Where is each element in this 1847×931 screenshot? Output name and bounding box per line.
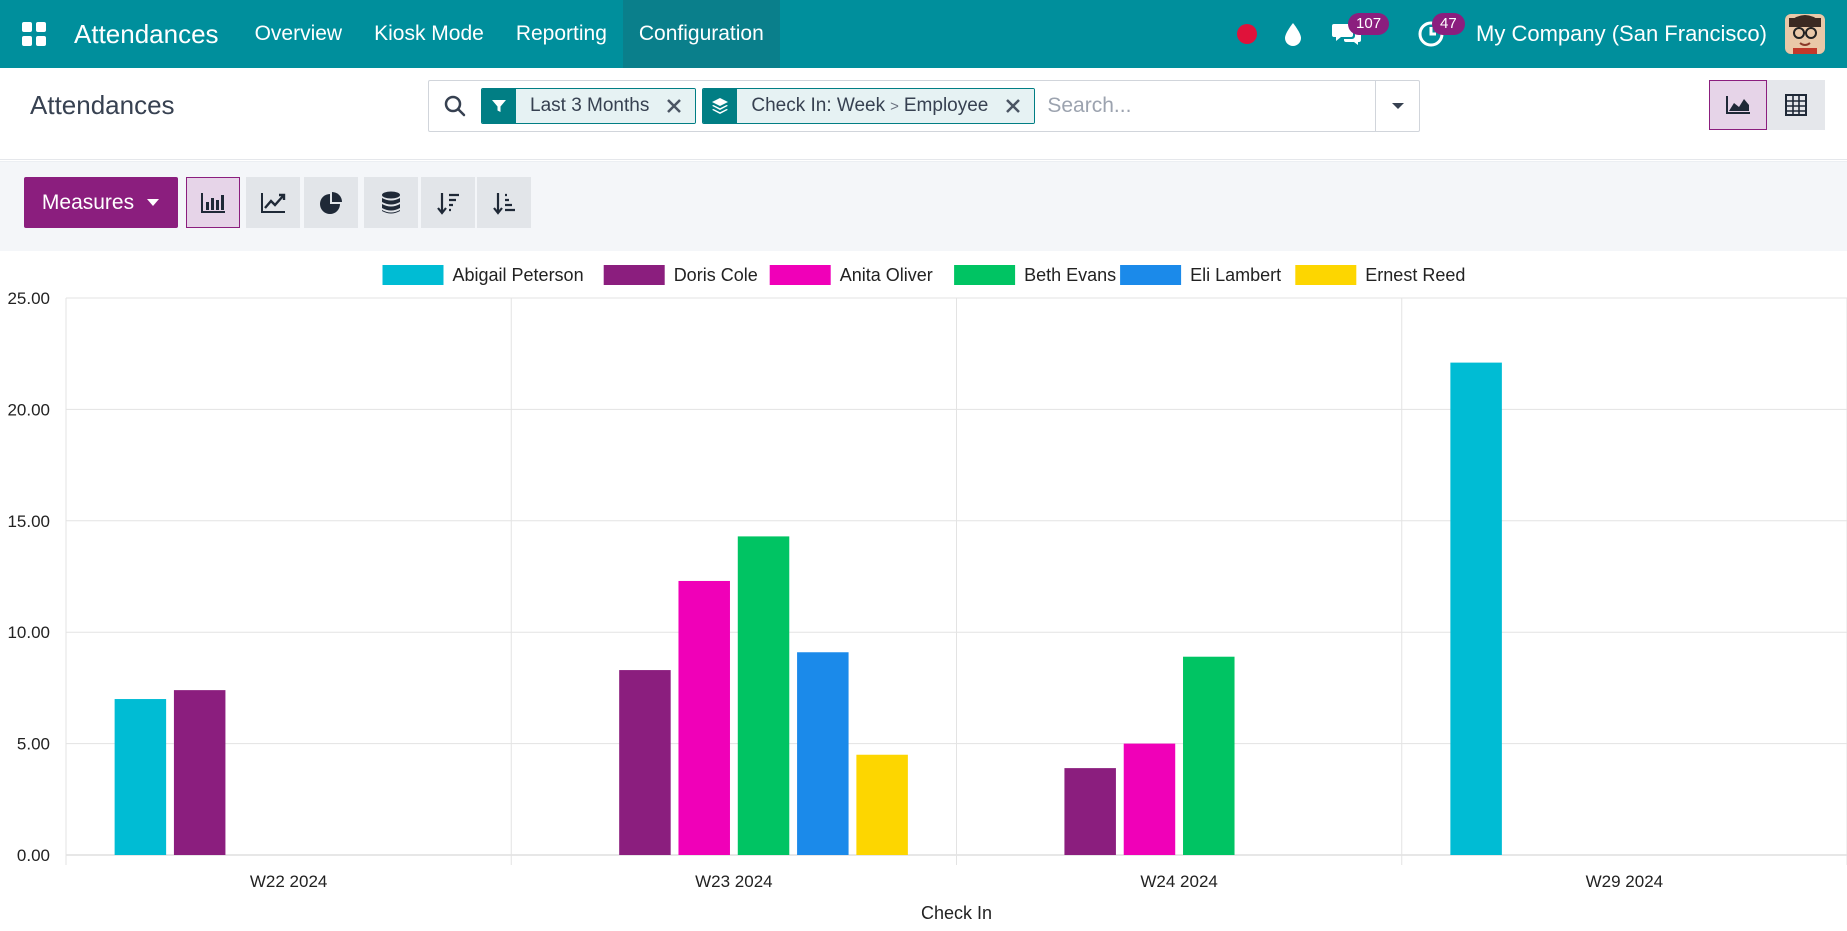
legend-swatch [603,265,665,285]
filter-icon [482,89,516,123]
menu-kiosk-mode[interactable]: Kiosk Mode [374,22,484,45]
bar-eli-lambert [797,652,849,855]
groupby-separator: > [890,97,899,115]
search-icon[interactable] [429,81,481,131]
legend-swatch [382,265,444,285]
y-tick-label: 20.00 [7,400,50,419]
bar-anita-oliver [1123,743,1176,855]
sort-descending-icon [437,192,459,215]
area-chart-icon [1726,96,1750,114]
measures-label: Measures [41,190,135,214]
pie-chart-button[interactable] [304,177,358,228]
sort-ascending-icon [493,192,515,215]
bar-beth-evans [1183,656,1235,855]
legend-swatch [1120,265,1182,285]
line-chart-button[interactable] [246,177,300,228]
filter-facet: Last 3 Months [481,88,697,124]
pie-chart-icon [320,191,342,214]
menu-configuration[interactable]: Configuration [622,0,780,68]
y-tick-label: 5.00 [17,735,50,754]
control-panel: Attendances Last 3 Months Check In: Week… [0,68,1847,160]
messages-count-badge: 107 [1348,13,1390,35]
legend-swatch [954,265,1016,285]
company-switcher[interactable]: My Company (San Francisco) [1476,21,1767,46]
bar-beth-evans [737,536,790,855]
x-tick-label: W23 2024 [695,872,773,891]
filter-facet-label: Last 3 Months [516,89,662,123]
graph-toolbar: Measures [0,161,1847,251]
app-brand[interactable]: Attendances [74,18,219,49]
groupby-facet-label: Check In: Week > Employee [737,89,1001,123]
legend-swatch [1295,265,1357,285]
bar-ernest-reed [856,754,908,855]
menu-reporting[interactable]: Reporting [515,22,607,45]
bar-doris-cole [173,690,226,855]
bar-anita-oliver [678,580,730,855]
x-tick-label: W22 2024 [250,872,328,891]
close-icon[interactable] [661,89,696,123]
caret-down-icon [1391,103,1404,109]
search-input[interactable] [1041,94,1375,118]
table-grid-icon [1785,94,1807,116]
line-chart-icon [261,192,286,213]
view-switcher [1709,80,1825,130]
search-bar: Last 3 Months Check In: Week > Employee [428,80,1420,132]
apps-menu-icon[interactable] [0,0,68,68]
groupby-facet: Check In: Week > Employee [702,88,1036,124]
bar-chart-button[interactable] [186,177,240,228]
close-icon[interactable] [1000,89,1035,123]
bar-abigail-peterson [1450,362,1502,855]
bar-chart: 0.00 5.00 10.00 15.00 20.00 25.00 W22 2024 W23 … [0,251,1847,931]
activities-clock-icon[interactable]: 47 [1408,11,1465,57]
caret-down-icon [147,199,160,206]
bar-doris-cole [1064,768,1116,855]
layers-icon [703,89,738,123]
x-tick-label: W24 2024 [1140,872,1218,891]
legend-label: Ernest Reed [1365,265,1465,285]
legend-label: Anita Oliver [840,265,933,285]
legend-label: Abigail Peterson [453,265,584,285]
groupby-part-2: Employee [903,95,989,116]
stacked-button[interactable] [364,177,418,228]
legend-swatch [769,265,831,285]
x-tick-label: W29 2024 [1586,872,1664,891]
groupby-part-1: Check In: Week [751,95,886,116]
chart-canvas: 0.00 5.00 10.00 15.00 20.00 25.00 W22 2024 W23 … [7,265,1847,923]
menu-overview[interactable]: Overview [254,22,343,45]
y-tick-label: 10.00 [7,623,50,642]
page-title: Attendances [30,90,175,120]
recording-dot-icon[interactable] [1224,11,1270,57]
activities-count-badge: 47 [1432,13,1465,35]
bar-chart-icon [201,192,225,213]
y-tick-label: 0.00 [17,846,50,865]
search-options-toggle[interactable] [1375,81,1419,131]
messages-icon[interactable]: 107 [1324,11,1390,57]
legend-label: Eli Lambert [1190,265,1281,285]
bar-abigail-peterson [114,699,167,855]
legend-label: Beth Evans [1024,265,1116,285]
measures-dropdown[interactable]: Measures [24,177,178,228]
y-tick-label: 15.00 [7,512,50,531]
droplet-icon[interactable] [1270,11,1316,57]
sort-descending-button[interactable] [421,177,475,228]
bar-doris-cole [619,670,671,855]
y-tick-label: 25.00 [7,289,50,308]
graph-view-button[interactable] [1709,80,1767,130]
user-avatar[interactable] [1785,14,1825,54]
x-axis-label: Check In [921,903,992,923]
legend-label: Doris Cole [674,265,758,285]
sort-ascending-button[interactable] [477,177,531,228]
top-navbar: Attendances Overview Kiosk Mode Reportin… [0,0,1847,68]
pivot-view-button[interactable] [1767,80,1825,130]
database-stack-icon [382,191,400,213]
